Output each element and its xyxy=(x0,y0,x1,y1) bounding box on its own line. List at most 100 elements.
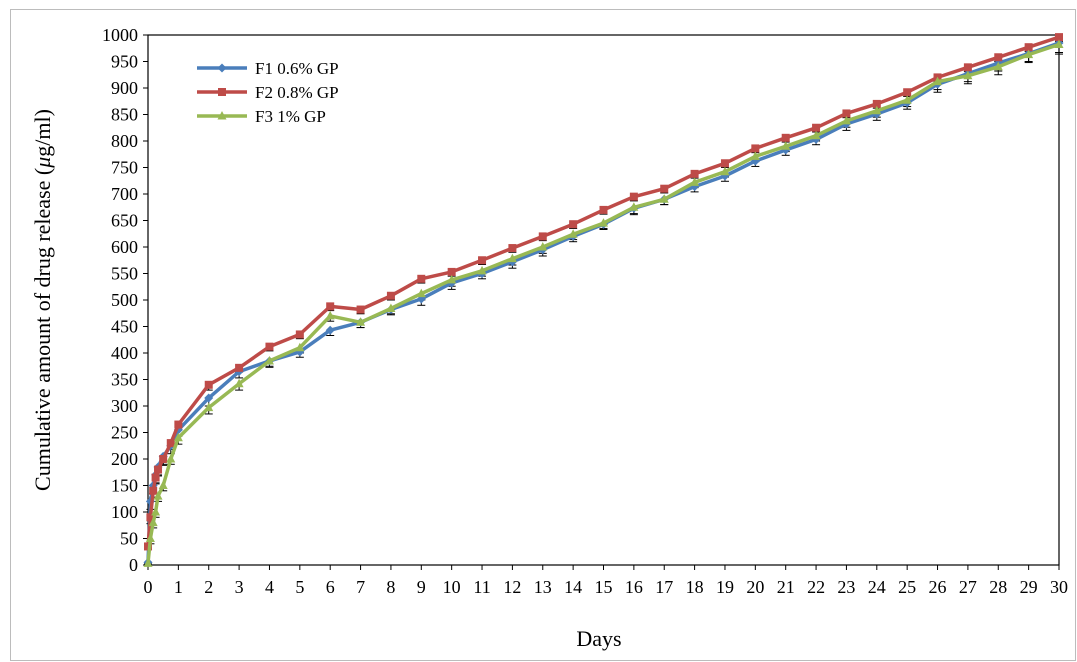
series-lines xyxy=(143,33,1064,567)
x-tick-label: 3 xyxy=(235,577,244,597)
y-tick-label: 600 xyxy=(111,237,138,257)
x-tick-label: 13 xyxy=(534,577,552,597)
data-point xyxy=(295,342,305,352)
data-point xyxy=(1054,39,1064,49)
data-point xyxy=(265,342,274,351)
x-tick-label: 14 xyxy=(564,577,582,597)
data-point xyxy=(599,205,608,214)
data-point xyxy=(326,302,335,311)
x-tick-label: 7 xyxy=(356,577,365,597)
data-point xyxy=(325,310,335,320)
data-point xyxy=(478,256,487,265)
x-tick-label: 24 xyxy=(868,577,886,597)
data-point xyxy=(751,144,760,153)
data-point xyxy=(902,95,912,104)
data-point xyxy=(264,355,274,365)
data-point xyxy=(720,159,729,168)
legend-label: F2 0.8% GP xyxy=(255,83,339,102)
y-tick-label: 900 xyxy=(111,78,138,98)
x-tick-label: 23 xyxy=(837,577,855,597)
data-point xyxy=(204,380,213,389)
y-axis-title-prefix: Cumulative amount of drug release ( xyxy=(30,168,55,491)
x-tick-label: 25 xyxy=(898,577,916,597)
y-tick-label: 150 xyxy=(111,476,138,496)
data-point xyxy=(151,473,160,482)
y-tick-label: 550 xyxy=(111,264,138,284)
x-tick-label: 6 xyxy=(326,577,335,597)
data-point xyxy=(872,105,882,115)
x-tick-label: 12 xyxy=(503,577,521,597)
data-point xyxy=(1055,33,1063,42)
data-point xyxy=(994,53,1003,62)
y-tick-label: 650 xyxy=(111,211,138,231)
x-tick-label: 9 xyxy=(417,577,426,597)
y-tick-label: 500 xyxy=(111,290,138,310)
data-point xyxy=(629,192,638,201)
x-tick-label: 28 xyxy=(989,577,1007,597)
series-3 xyxy=(143,39,1064,567)
data-point xyxy=(174,420,183,429)
x-tick-label: 29 xyxy=(1020,577,1038,597)
y-tick-label: 450 xyxy=(111,317,138,337)
data-point xyxy=(166,454,176,463)
data-point xyxy=(1024,49,1034,59)
data-point xyxy=(538,232,547,241)
data-point xyxy=(325,325,335,335)
y-tick-label: 50 xyxy=(120,529,138,549)
data-point xyxy=(146,513,155,522)
data-point xyxy=(356,317,366,326)
data-point xyxy=(933,76,943,86)
x-tick-label: 15 xyxy=(595,577,613,597)
y-tick-label: 300 xyxy=(111,396,138,416)
data-point xyxy=(143,558,153,567)
legend-swatch-marker xyxy=(217,63,227,73)
y-tick-label: 350 xyxy=(111,370,138,390)
axes: 0501001502002503003504004505005506006507… xyxy=(102,25,1068,597)
data-point xyxy=(166,439,175,448)
y-tick-label: 250 xyxy=(111,423,138,443)
data-point xyxy=(963,70,973,80)
data-point xyxy=(148,517,158,527)
data-point xyxy=(173,432,183,442)
y-tick-label: 750 xyxy=(111,158,138,178)
data-point xyxy=(690,177,700,186)
data-point xyxy=(234,378,244,388)
data-point xyxy=(477,265,487,275)
x-tick-label: 16 xyxy=(625,577,643,597)
x-tick-label: 18 xyxy=(686,577,704,597)
data-point xyxy=(145,533,155,542)
y-tick-label: 1000 xyxy=(102,25,138,45)
y-tick-label: 800 xyxy=(111,131,138,151)
data-point xyxy=(356,305,365,314)
data-point xyxy=(781,133,790,142)
x-tick-label: 10 xyxy=(443,577,461,597)
x-tick-label: 30 xyxy=(1050,577,1068,597)
x-tick-label: 20 xyxy=(746,577,764,597)
data-point xyxy=(538,242,548,251)
data-point xyxy=(568,229,578,238)
legend-swatch-marker xyxy=(217,111,227,120)
x-tick-label: 19 xyxy=(716,577,734,597)
data-point xyxy=(154,465,163,474)
y-tick-label: 200 xyxy=(111,449,138,469)
data-point xyxy=(599,218,608,227)
data-point xyxy=(508,244,517,253)
data-point xyxy=(159,455,168,463)
chart-frame xyxy=(10,9,1076,661)
data-point xyxy=(158,480,168,489)
data-point xyxy=(812,123,821,132)
data-point xyxy=(447,267,456,276)
data-point xyxy=(1024,43,1033,52)
data-point xyxy=(386,303,396,312)
data-point xyxy=(993,61,1003,71)
y-tick-label: 400 xyxy=(111,343,138,363)
x-tick-label: 27 xyxy=(959,577,977,597)
data-point xyxy=(153,491,163,500)
x-tick-label: 4 xyxy=(265,577,274,597)
legend-label: F3 1% GP xyxy=(255,107,326,126)
x-tick-label: 22 xyxy=(807,577,825,597)
x-axis-title: Days xyxy=(576,626,621,651)
y-tick-label: 700 xyxy=(111,184,138,204)
x-tick-label: 17 xyxy=(655,577,673,597)
